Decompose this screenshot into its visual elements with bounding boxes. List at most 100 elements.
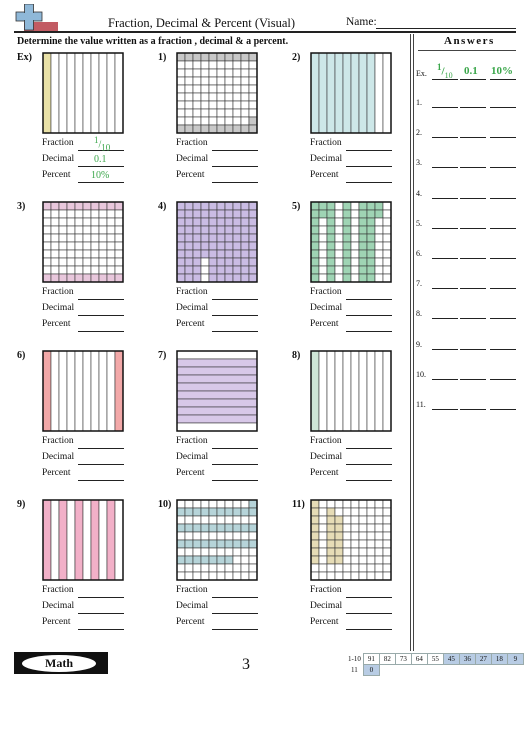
decimal-answer-line[interactable]	[212, 166, 258, 167]
answer-line[interactable]	[490, 348, 516, 350]
percent-answer-line[interactable]	[346, 480, 392, 481]
fraction-answer-line[interactable]	[212, 150, 258, 151]
answer-line[interactable]	[432, 348, 458, 350]
answer-line[interactable]	[432, 137, 458, 139]
answer-line[interactable]	[490, 258, 516, 259]
answer-number: 3.	[416, 158, 422, 168]
decimal-answer-line[interactable]	[78, 464, 124, 465]
percent-answer-line[interactable]	[212, 182, 258, 183]
score-cell: 9	[506, 653, 524, 665]
percent-answer-line[interactable]	[212, 629, 258, 630]
grid-cell	[106, 257, 116, 267]
grid-cell	[240, 515, 250, 525]
answer-line[interactable]	[490, 197, 516, 199]
percent-answer-line[interactable]	[78, 182, 124, 183]
answer-line[interactable]	[432, 288, 458, 290]
percent-answer-line[interactable]	[78, 480, 124, 481]
answer-line[interactable]	[460, 137, 486, 139]
answer-line[interactable]	[432, 378, 458, 380]
percent-answer-line[interactable]	[346, 182, 392, 183]
answer-line[interactable]	[432, 107, 458, 108]
grid-cell	[334, 233, 344, 243]
grid-cell	[248, 225, 258, 235]
percent-answer-line[interactable]	[212, 480, 258, 481]
decimal-answer-line[interactable]	[346, 166, 392, 167]
fraction-answer-line[interactable]	[212, 597, 258, 598]
answer-line[interactable]	[432, 227, 458, 229]
answer-line[interactable]	[460, 378, 486, 380]
grid-cell	[224, 241, 234, 251]
grid-cell	[200, 273, 210, 283]
answer-line[interactable]	[460, 288, 486, 290]
decimal-answer-line[interactable]	[212, 613, 258, 614]
grid-cell	[106, 350, 116, 432]
decimal-answer-line[interactable]	[78, 613, 124, 614]
fraction-answer-line[interactable]	[346, 448, 392, 449]
decimal-answer-line[interactable]	[346, 464, 392, 465]
grid-cell	[90, 499, 100, 581]
grid-cell	[58, 350, 68, 432]
answer-line[interactable]	[432, 167, 458, 169]
decimal-answer-line[interactable]	[212, 315, 258, 316]
percent-answer-line[interactable]	[346, 629, 392, 630]
answer-line[interactable]	[432, 258, 458, 259]
fraction-answer-line[interactable]	[346, 299, 392, 300]
answer-line[interactable]	[460, 318, 486, 320]
grid-cell	[66, 52, 76, 134]
percent-answer-line[interactable]	[78, 331, 124, 332]
answer-line[interactable]	[460, 409, 486, 410]
answer-line[interactable]	[432, 197, 458, 199]
answer-line[interactable]	[490, 409, 516, 410]
answer-line[interactable]	[460, 258, 486, 259]
grid-cell	[106, 241, 116, 251]
grid-cell	[342, 547, 352, 557]
answer-line[interactable]	[490, 378, 516, 380]
answer-line[interactable]	[490, 107, 516, 108]
fraction-answer-line[interactable]	[78, 597, 124, 598]
grid-cell	[334, 515, 344, 525]
fraction-answer-line[interactable]	[346, 597, 392, 598]
grid-cell	[74, 265, 84, 275]
percent-answer-line[interactable]	[346, 331, 392, 332]
answer-line[interactable]	[490, 167, 516, 169]
decimal-answer-line[interactable]	[78, 315, 124, 316]
grid-cell	[74, 201, 84, 211]
decimal-answer-line[interactable]	[212, 464, 258, 465]
answer-line[interactable]	[490, 288, 516, 290]
grid-cell	[208, 257, 218, 267]
grid-cell	[200, 60, 210, 70]
answer-line[interactable]	[460, 107, 486, 108]
percent-answer-line[interactable]	[212, 331, 258, 332]
answer-line[interactable]	[490, 318, 516, 320]
answer-line[interactable]	[460, 348, 486, 350]
fraction-answer-line[interactable]	[212, 299, 258, 300]
percent-answer-line[interactable]	[78, 629, 124, 630]
grid-cell	[208, 225, 218, 235]
answer-line[interactable]	[490, 137, 516, 139]
fraction-answer-line[interactable]	[78, 150, 124, 151]
fraction-answer-line[interactable]	[78, 448, 124, 449]
decimal-answer-line[interactable]	[346, 315, 392, 316]
fraction-answer-line[interactable]	[212, 448, 258, 449]
grid-cell	[224, 76, 234, 86]
grid-cell	[192, 84, 202, 94]
grid-cell	[58, 225, 68, 235]
answer-line[interactable]	[460, 167, 486, 169]
grid-cell	[192, 241, 202, 251]
decimal-answer-line[interactable]	[78, 166, 124, 167]
answer-line[interactable]	[460, 197, 486, 199]
grid-cell	[310, 563, 320, 573]
grid-cell	[248, 571, 258, 581]
answer-line[interactable]	[490, 227, 516, 229]
grid-cell	[216, 76, 226, 86]
grid-cell	[176, 233, 186, 243]
fraction-answer-line[interactable]	[346, 150, 392, 151]
answer-line[interactable]	[432, 318, 458, 320]
fraction-answer-line[interactable]	[78, 299, 124, 300]
grid-cell	[310, 547, 320, 557]
decimal-answer-line[interactable]	[346, 613, 392, 614]
answer-line[interactable]	[460, 227, 486, 229]
answer-line[interactable]	[432, 409, 458, 410]
grid-cell	[114, 233, 124, 243]
grid-cell	[334, 507, 344, 517]
